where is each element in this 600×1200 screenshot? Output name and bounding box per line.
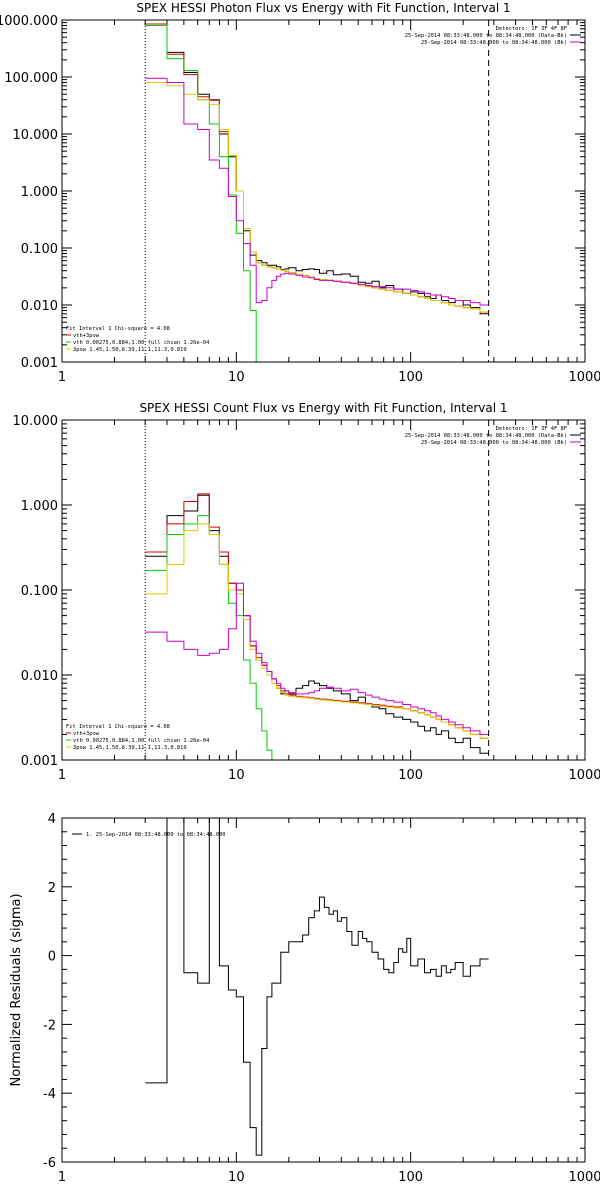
- residuals-panel: 1 10 100 1000 -6 -4 -2 0 2 4 Normalized Residuals …: [9, 812, 600, 1185]
- y-tick-label: 0.100: [21, 242, 58, 257]
- legend-bottom-left-text: 3pow 1.45,1.50,8.39,11.1,11.3,0.819: [73, 745, 187, 751]
- y-tick-label: 2: [48, 881, 56, 896]
- series-line-3pow: [145, 82, 489, 313]
- series-line-3pow: [145, 523, 489, 739]
- y-tick-label: 1000.000: [0, 14, 58, 29]
- legend-top-right-text: 25-Sep-2014 08:33:48.000 to 08:34:48.000…: [421, 40, 567, 46]
- x-tick-label: 100: [398, 1170, 423, 1185]
- legend-bottom-left-text: Fit Interval 1 Chi-square = 4.08: [66, 724, 170, 730]
- plot-frame: [61, 19, 586, 363]
- y-tick-label: 4: [48, 812, 56, 827]
- legend-bottom-left-text: vth+3pow: [73, 333, 100, 339]
- series-line-bk: [145, 77, 489, 306]
- legend-bottom-left-text: Fit Interval 1 Chi-square = 4.08: [66, 326, 170, 332]
- legend-bottom-left-text: 3pow 1.45,1.50,8.39,11.1,11.3,0.819: [73, 347, 187, 353]
- y-tick-label: -4: [43, 1087, 56, 1102]
- y-tick-label: 0.001: [21, 356, 58, 371]
- y-tick-label: 10.000: [13, 128, 59, 143]
- series-line-vth: [145, 515, 285, 760]
- x-tick-label: 1000: [568, 1170, 600, 1185]
- x-tick-label: 10: [228, 370, 245, 385]
- photon-flux-panel: SPEX HESSI Photon Flux vs Energy with Fi…: [0, 1, 600, 385]
- x-tick-label: 1: [58, 1170, 66, 1185]
- x-tick-label: 10: [228, 1170, 245, 1185]
- plot-frame: [61, 817, 586, 1163]
- y-tick-label: 10.000: [13, 414, 59, 429]
- series-line-data-bk: [145, 23, 489, 315]
- series-line-data-bk: [145, 494, 489, 754]
- plot-frame: [61, 419, 586, 761]
- x-tick-label: 10: [228, 768, 245, 783]
- legend-top-right-text: 25-Sep-2014 08:33:48.000 to 08:34:48.000…: [405, 433, 567, 439]
- series-line-vth: [145, 25, 262, 362]
- chart-title: SPEX HESSI Count Flux vs Energy with Fit…: [139, 401, 507, 415]
- legend-bottom-left-text: vth+3pow: [73, 731, 100, 737]
- chart-title: SPEX HESSI Photon Flux vs Energy with Fi…: [136, 1, 510, 15]
- count-flux-panel: SPEX HESSI Count Flux vs Energy with Fit…: [13, 401, 600, 783]
- x-tick-label: 1000: [568, 370, 600, 385]
- y-axis-label: Normalized Residuals (sigma): [9, 893, 24, 1086]
- series-group: [145, 493, 489, 760]
- series-group: [145, 818, 489, 1156]
- x-tick-label: 100: [398, 768, 423, 783]
- legend-top-right-text: Detectors: 1F 3F 4F 8F: [496, 26, 567, 32]
- y-tick-label: 0: [48, 950, 56, 965]
- x-tick-label: 1: [58, 768, 66, 783]
- y-tick-label: 0.001: [21, 754, 58, 769]
- x-tick-label: 100: [398, 370, 423, 385]
- x-tick-label: 1000: [568, 768, 600, 783]
- y-tick-label: -6: [43, 1156, 56, 1171]
- y-tick-label: 0.100: [21, 584, 58, 599]
- y-tick-label: 100.000: [4, 71, 58, 86]
- y-tick-label: 0.010: [21, 669, 58, 684]
- legend-top-right-text: 25-Sep-2014 08:33:48.000 to 08:34:48.000…: [421, 440, 567, 446]
- legend-top-right-text: 25-Sep-2014 08:33:48.000 to 08:34:48.000…: [405, 33, 567, 39]
- y-tick-label: 1.000: [21, 185, 58, 200]
- legend-top-right-text: Detectors: 1F 3F 4F 8F: [496, 426, 567, 432]
- legend-bottom-left-text: vth 0.00275,0.884,1.00 full chian 1.26e-…: [73, 340, 209, 346]
- legend-top-left-text: 1. 25-Sep-2014 08:33:48.000 to 08:34:48.…: [86, 832, 226, 838]
- series-line-residuals: [145, 818, 489, 1156]
- series-line-bk: [145, 582, 489, 735]
- series-line-vth-3pow: [145, 23, 489, 313]
- legend-bottom-left-text: vth 0.00275,0.884,1.00 full chian 1.26e-…: [73, 738, 209, 744]
- y-tick-label: 0.010: [21, 299, 58, 314]
- y-tick-label: 1.000: [21, 499, 58, 514]
- series-group: [145, 23, 489, 362]
- x-tick-label: 1: [58, 370, 66, 385]
- y-tick-label: -2: [43, 1018, 56, 1033]
